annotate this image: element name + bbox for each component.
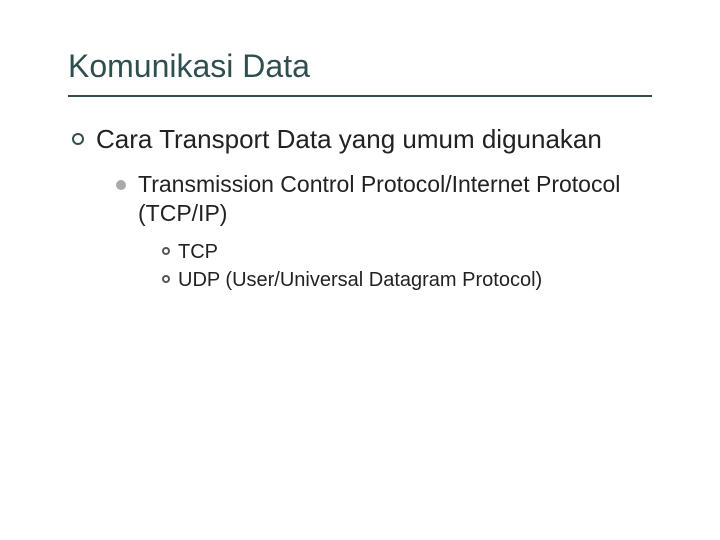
slide-title: Komunikasi Data bbox=[68, 48, 652, 97]
bullet-icon bbox=[162, 247, 170, 255]
bullet-text-l2: Transmission Control Protocol/Internet P… bbox=[138, 170, 652, 230]
bullet-icon bbox=[162, 275, 170, 283]
slide: Komunikasi Data Cara Transport Data yang… bbox=[0, 0, 720, 540]
list-item: Transmission Control Protocol/Internet P… bbox=[116, 170, 652, 230]
bullet-icon bbox=[116, 180, 126, 190]
bullet-text-l1: Cara Transport Data yang umum digunakan bbox=[96, 123, 602, 156]
list-item: TCP bbox=[162, 239, 652, 265]
bullet-icon bbox=[72, 133, 84, 145]
list-item: Cara Transport Data yang umum digunakan bbox=[72, 123, 652, 156]
list-item: UDP (User/Universal Datagram Protocol) bbox=[162, 267, 652, 293]
bullet-text-l3: TCP bbox=[178, 239, 218, 265]
bullet-text-l3: UDP (User/Universal Datagram Protocol) bbox=[178, 267, 542, 293]
